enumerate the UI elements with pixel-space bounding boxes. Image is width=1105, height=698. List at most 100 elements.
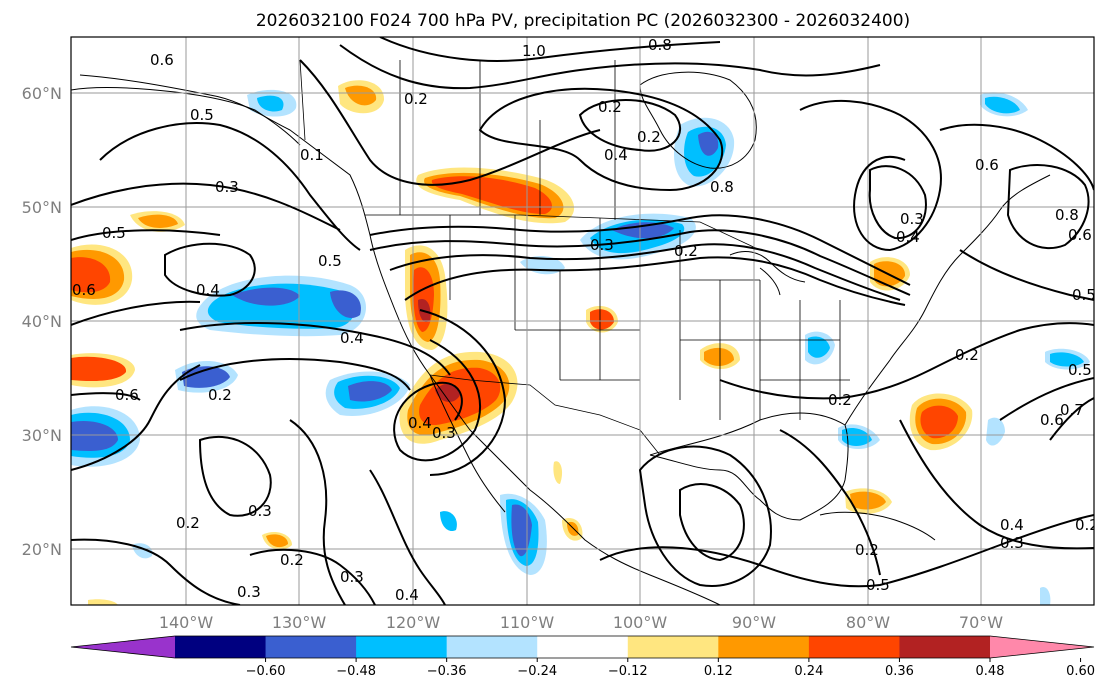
contour-label: 0.3	[340, 568, 364, 586]
pv-contour	[638, 445, 772, 587]
latitude-labels: 60°N 50°N 40°N 30°N 20°N	[22, 84, 62, 559]
precip-blob	[345, 85, 377, 106]
precip-blob	[257, 95, 284, 112]
contour-label: 0.5	[1072, 286, 1096, 304]
lat-label: 20°N	[22, 540, 62, 559]
lon-label: 90°W	[732, 613, 776, 632]
contour-label: 0.8	[1055, 206, 1079, 224]
colorbar-outline	[70, 635, 1095, 659]
contour-label: 0.5	[102, 224, 126, 242]
pv-contour	[179, 322, 451, 376]
lat-label: 60°N	[22, 84, 62, 103]
precip-blob	[266, 534, 288, 548]
contour-label: 0.7	[1060, 401, 1084, 419]
contour-label: 0.8	[648, 36, 672, 54]
pv-contour	[679, 483, 745, 562]
precip-blob	[704, 347, 734, 366]
pv-contour	[198, 435, 272, 517]
contour-label: 0.3	[432, 424, 456, 442]
precip-blob	[612, 222, 674, 239]
coastline-gulf	[649, 412, 849, 521]
contour-label: 0.5	[866, 576, 890, 594]
canada-province-borders	[399, 60, 616, 220]
pv-contour	[404, 256, 906, 306]
pv-contour	[289, 419, 346, 605]
coastline-baja	[429, 374, 506, 513]
precip-blob	[71, 420, 118, 451]
longitude-labels: 140°W 130°W 120°W 110°W 100°W 90°W 80°W …	[159, 613, 1003, 632]
pv-contour	[599, 514, 1094, 588]
contour-label: 0.2	[208, 386, 232, 404]
pv-contour	[71, 538, 241, 605]
colorbar-segment	[446, 636, 538, 658]
colorbar-tick-label: 0.24	[794, 664, 823, 679]
colorbar-segment	[808, 636, 900, 658]
colorbar-tick-label: 0.12	[704, 664, 733, 679]
colorbar-segment	[627, 636, 719, 658]
colorbar-extend-high	[990, 636, 1094, 658]
colorbar-segment	[718, 636, 810, 658]
contour-label: 0.2	[674, 242, 698, 260]
contour-label: 0.6	[150, 51, 174, 69]
lon-label: 70°W	[959, 613, 1003, 632]
colorbar-tick-label: 0.36	[885, 664, 914, 679]
colorbar-segment	[537, 636, 629, 658]
precip-blob	[590, 309, 614, 330]
coastlines	[71, 71, 1051, 605]
colorbar-tick-label: −0.36	[427, 664, 467, 679]
colorbar-segment	[899, 636, 991, 658]
precip-blob	[431, 176, 552, 214]
contour-label: 0.3	[215, 178, 239, 196]
contour-label: 0.4	[340, 329, 364, 347]
colorbar-segment	[265, 636, 357, 658]
lon-label: 130°W	[272, 613, 327, 632]
contour-label: 0.4	[408, 414, 432, 432]
coastline-hudson-bay	[639, 71, 757, 169]
contour-label: 0.3	[237, 583, 261, 601]
pv-contour	[1006, 164, 1090, 250]
contour-label: 0.3	[900, 210, 924, 228]
contour-label: 0.2	[1075, 516, 1099, 534]
pv-contour	[71, 300, 201, 326]
pv-contours	[71, 37, 1094, 605]
precip-blob	[138, 214, 178, 228]
pv-contour	[179, 358, 411, 391]
graticule	[71, 37, 1094, 605]
precip-blob	[435, 383, 460, 402]
lon-label: 110°W	[500, 613, 555, 632]
coastline-great-lakes	[729, 251, 806, 296]
contour-label: 0.6	[975, 156, 999, 174]
map-panel: 0.6 1.0 0.8 0.5 0.2 0.2 0.4 0.2 0.8 0.1 …	[70, 36, 1099, 606]
pv-contour	[71, 364, 201, 471]
contour-label: 0.4	[395, 586, 419, 604]
contour-label: 0.2	[955, 346, 979, 364]
pv-contour	[419, 309, 507, 476]
lon-label: 140°W	[159, 613, 214, 632]
pv-contour	[478, 87, 723, 192]
contour-label: 0.6	[1068, 226, 1092, 244]
pv-contour	[379, 37, 721, 62]
lon-label: 100°W	[613, 613, 668, 632]
pv-contour	[389, 243, 901, 301]
contour-label: 0.5	[318, 252, 342, 270]
pv-contour	[719, 322, 1094, 400]
coastline-alaska	[71, 86, 301, 146]
precip-blob	[986, 417, 1005, 446]
pv-contour	[578, 99, 681, 152]
lat-label: 50°N	[22, 198, 62, 217]
pv-contour	[868, 165, 927, 240]
contour-label: 0.3	[1000, 534, 1024, 552]
pv-contour	[71, 392, 141, 401]
pv-contour	[369, 214, 911, 286]
pv-contour	[99, 122, 361, 251]
pv-contour	[164, 242, 256, 297]
contour-label: 0.1	[300, 146, 324, 164]
precip-blob	[1040, 586, 1051, 605]
contour-label: 0.4	[896, 228, 920, 246]
lat-label: 30°N	[22, 426, 62, 445]
precip-blob	[440, 511, 457, 532]
precip-blob	[71, 257, 111, 293]
pv-contour	[299, 59, 601, 186]
contour-label: 0.2	[637, 128, 661, 146]
